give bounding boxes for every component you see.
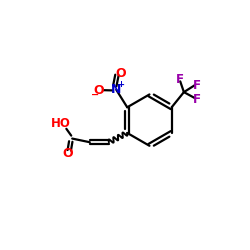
Text: HO: HO (51, 117, 71, 130)
Text: N: N (111, 83, 122, 96)
Text: F: F (192, 94, 200, 106)
Text: −: − (91, 90, 99, 100)
Text: O: O (93, 84, 104, 97)
Text: O: O (62, 147, 73, 160)
Text: O: O (115, 66, 126, 80)
Text: +: + (118, 80, 124, 89)
Text: F: F (176, 73, 184, 86)
Text: F: F (192, 79, 200, 92)
